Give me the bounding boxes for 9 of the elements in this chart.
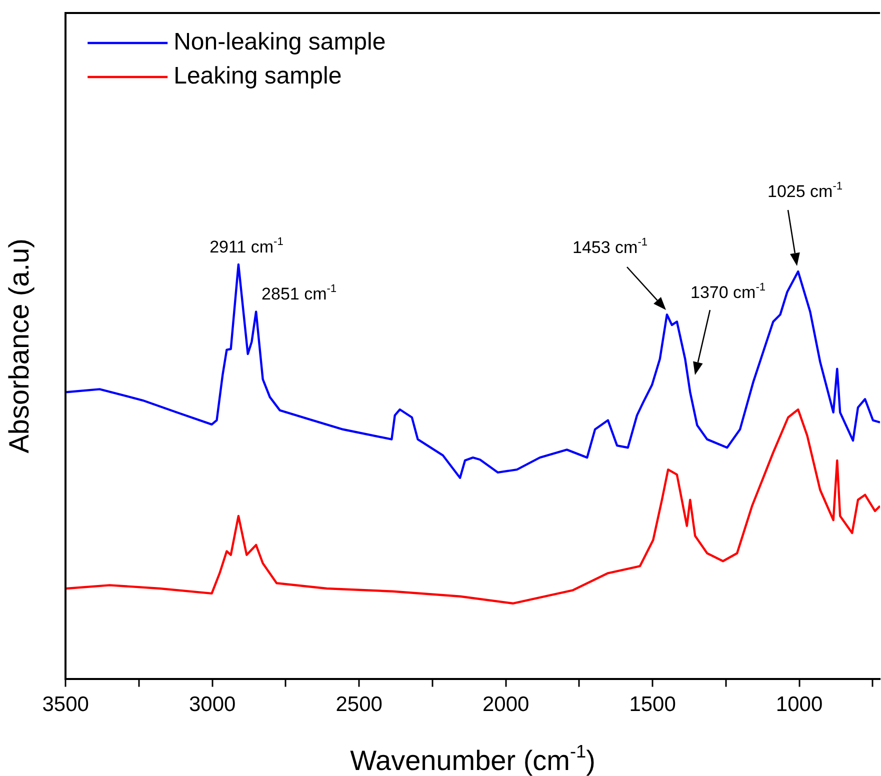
x-tick-label: 1500 (629, 693, 676, 716)
legend-label: Leaking sample (174, 62, 342, 90)
x-tick-label: 2500 (336, 693, 382, 716)
x-tick-label: 1000 (776, 693, 823, 716)
x-tick-label: 2000 (482, 693, 530, 716)
x-tick-label: 3000 (188, 693, 236, 716)
y-axis-title: Absorbance (a.u) (4, 238, 35, 454)
x-tick-label: 3500 (42, 693, 89, 716)
legend-label: Non-leaking sample (174, 28, 386, 56)
